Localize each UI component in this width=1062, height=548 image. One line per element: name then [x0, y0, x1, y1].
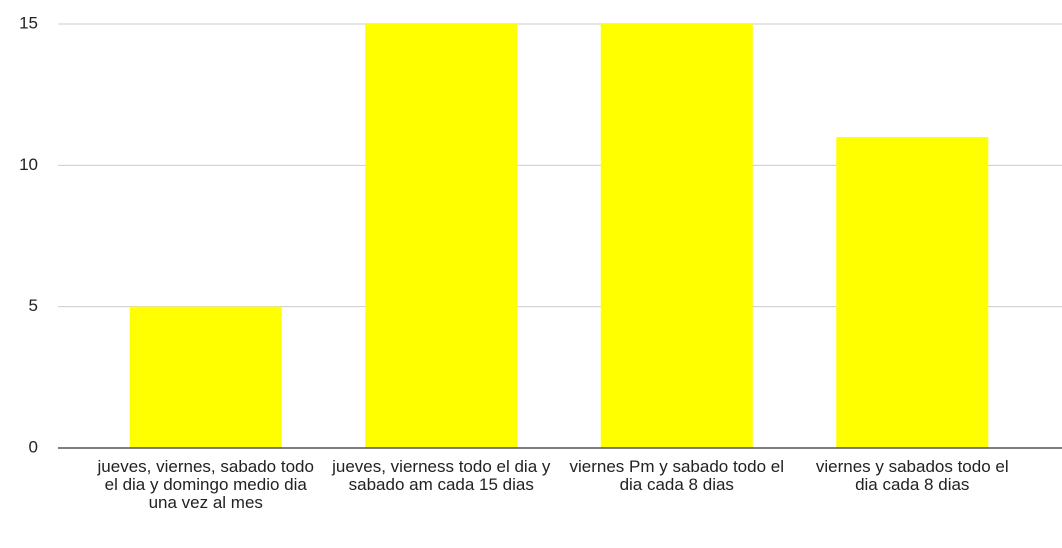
- x-tick-label: jueves, vierness todo el dia y sabado am…: [332, 457, 551, 494]
- bar: [600, 24, 753, 448]
- y-tick-label: 15: [19, 13, 38, 32]
- x-tick-label: viernes y sabados todo el dia cada 8 dia…: [815, 457, 1009, 494]
- bar: [129, 306, 282, 448]
- bar: [836, 137, 989, 449]
- x-tick-label: viernes Pm y sabado todo el dia cada 8 d…: [569, 457, 784, 494]
- y-tick-label: 10: [19, 155, 38, 174]
- y-tick-label: 5: [29, 296, 38, 315]
- bar: [365, 24, 518, 448]
- x-tick-label: jueves, viernes, sabado todo el dia y do…: [97, 457, 314, 512]
- y-tick-label: 0: [29, 437, 38, 456]
